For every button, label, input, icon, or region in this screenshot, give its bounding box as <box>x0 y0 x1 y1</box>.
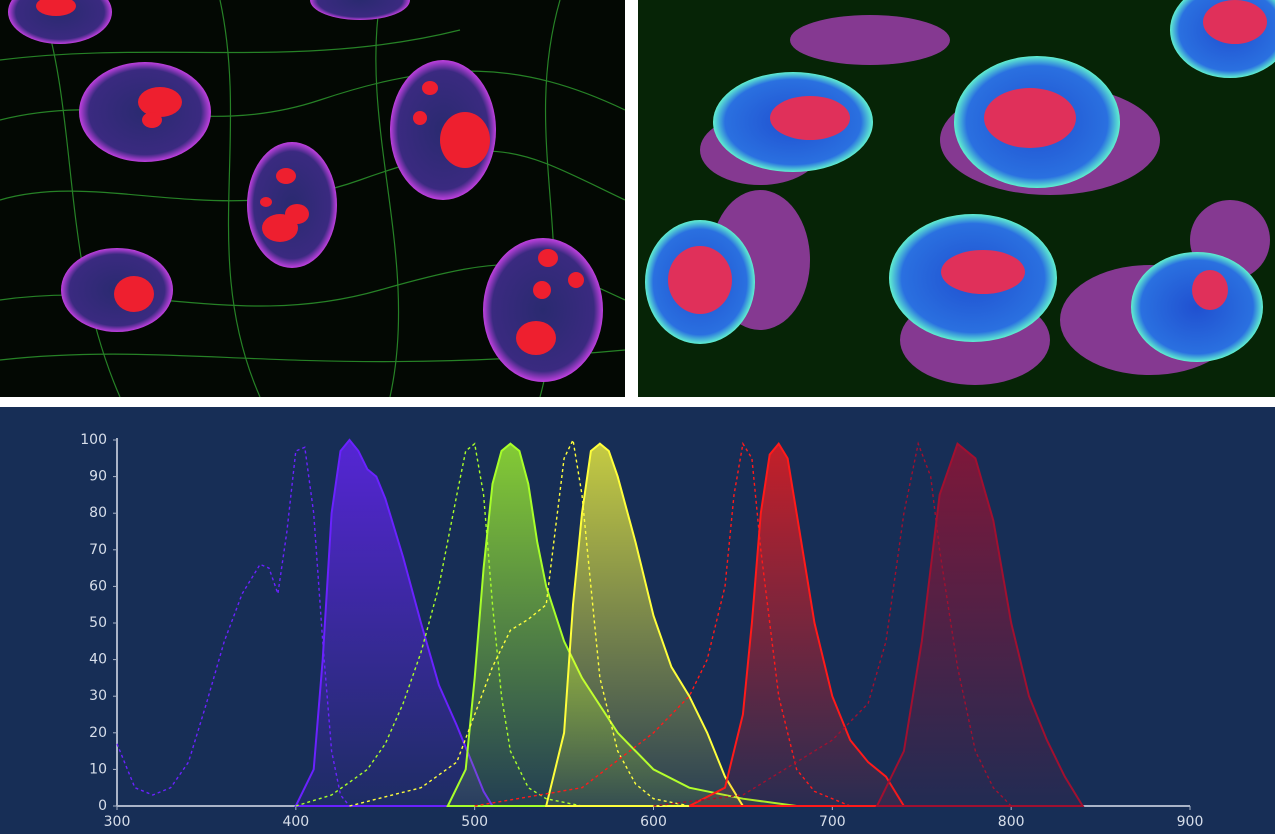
y-tick-label: 50 <box>89 615 107 631</box>
x-tick-label: 300 <box>104 814 131 830</box>
x-tick-label: 900 <box>1177 814 1204 830</box>
y-tick-label: 0 <box>98 798 107 814</box>
y-tick-label: 70 <box>89 542 107 558</box>
y-tick-label: 20 <box>89 725 107 741</box>
y-tick-label: 40 <box>89 652 107 668</box>
micrograph-right <box>638 0 1275 397</box>
emission-area <box>544 442 745 807</box>
y-tick-label: 60 <box>89 578 107 594</box>
emission-area <box>875 442 1085 807</box>
x-tick-label: 600 <box>640 814 667 830</box>
x-tick-label: 500 <box>461 814 488 830</box>
divider <box>0 397 1275 407</box>
y-tick-label: 100 <box>80 432 107 448</box>
x-tick-label: 700 <box>819 814 846 830</box>
emission-area <box>688 441 906 807</box>
y-tick-label: 10 <box>89 761 107 777</box>
micrograph-left <box>0 0 626 398</box>
divider <box>625 0 638 397</box>
chart: 0 10 20 30 40 50 60 70 80 90 100 300 400 500 600 700 800… <box>80 432 1203 830</box>
y-tick-label: 30 <box>89 688 107 704</box>
x-tick-label: 400 <box>282 814 309 830</box>
y-tick-label: 90 <box>89 469 107 485</box>
x-tick-label: 800 <box>998 814 1025 830</box>
excitation-line <box>116 446 351 807</box>
y-tick-label: 80 <box>89 505 107 521</box>
